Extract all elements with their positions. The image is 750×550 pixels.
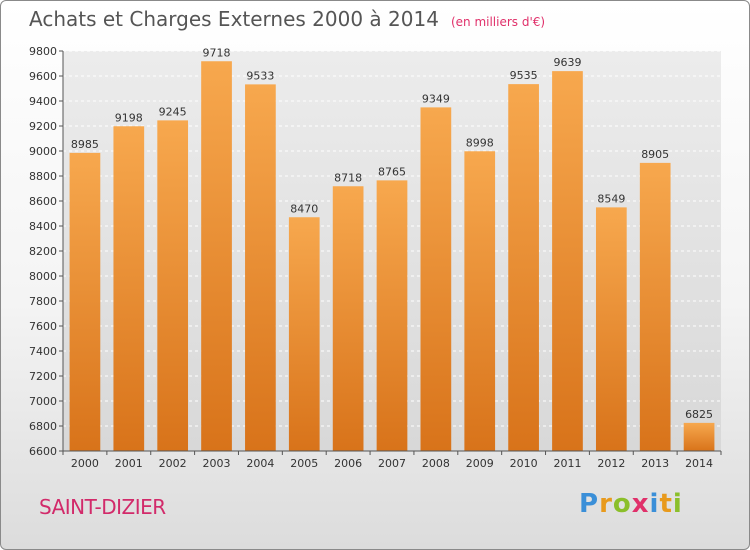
bar-value-label: 9198 bbox=[115, 111, 143, 124]
bar-value-label: 8549 bbox=[597, 192, 625, 205]
y-tick-label: 8000 bbox=[29, 270, 57, 283]
y-tick-label: 8600 bbox=[29, 195, 57, 208]
bar-value-label: 9245 bbox=[159, 105, 187, 118]
x-tick-label: 2007 bbox=[378, 457, 406, 470]
bar bbox=[595, 207, 627, 451]
y-tick-label: 9200 bbox=[29, 120, 57, 133]
bar bbox=[420, 107, 452, 451]
bar-value-label: 8905 bbox=[641, 148, 669, 161]
y-tick-label: 9800 bbox=[29, 45, 57, 58]
x-axis: 2000 2001 2002 2003 2004 2005 2006 2007 2008 2009… bbox=[62, 451, 722, 470]
y-axis: 6600 6800 7000 7200 7400 7600 7800 8000 8200 8400… bbox=[29, 45, 63, 458]
bar bbox=[69, 152, 101, 451]
y-tick-label: 8800 bbox=[29, 170, 57, 183]
bar-value-label: 9349 bbox=[422, 92, 450, 105]
y-tick-label: 6600 bbox=[29, 445, 57, 458]
bar bbox=[683, 422, 715, 451]
bar bbox=[464, 151, 496, 451]
bar-value-label: 9533 bbox=[246, 69, 274, 82]
bar bbox=[332, 186, 364, 451]
x-tick-label: 2008 bbox=[422, 457, 450, 470]
x-tick-label: 2004 bbox=[246, 457, 274, 470]
bar bbox=[245, 84, 276, 451]
y-tick-label: 9400 bbox=[29, 95, 57, 108]
chart-subtitle: (en milliers d'€) bbox=[450, 15, 546, 29]
y-tick-label: 7600 bbox=[29, 320, 57, 333]
x-tick-label: 2002 bbox=[159, 457, 187, 470]
x-tick-label: 2000 bbox=[71, 457, 99, 470]
x-tick-label: 2005 bbox=[290, 457, 318, 470]
bar bbox=[157, 120, 189, 451]
bar-value-label: 8718 bbox=[334, 171, 362, 184]
bar bbox=[508, 84, 539, 451]
bar-value-label: 8470 bbox=[290, 202, 318, 215]
x-tick-label: 2010 bbox=[510, 457, 538, 470]
x-tick-label: 2006 bbox=[334, 457, 362, 470]
y-tick-label: 7000 bbox=[29, 395, 57, 408]
y-tick-label: 8200 bbox=[29, 245, 57, 258]
y-tick-label: 9600 bbox=[29, 70, 57, 83]
title-row: Achats et Charges Externes 2000 à 2014 (e… bbox=[29, 7, 545, 31]
bar bbox=[113, 126, 145, 451]
x-tick-label: 2003 bbox=[203, 457, 231, 470]
bar-series bbox=[69, 61, 715, 451]
y-tick-label: 7200 bbox=[29, 370, 57, 383]
y-tick-label: 9000 bbox=[29, 145, 57, 158]
bar bbox=[376, 180, 408, 451]
bar-value-label: 8998 bbox=[466, 136, 494, 149]
bar-value-label: 8765 bbox=[378, 165, 406, 178]
chart-title: Achats et Charges Externes 2000 à 2014 bbox=[29, 7, 439, 31]
x-tick-label: 2001 bbox=[115, 457, 143, 470]
bar-value-label: 9639 bbox=[553, 56, 581, 69]
x-tick-label: 2014 bbox=[685, 457, 713, 470]
y-tick-label: 7800 bbox=[29, 295, 57, 308]
bar bbox=[552, 71, 583, 451]
x-tick-label: 2013 bbox=[641, 457, 669, 470]
city-name: SAINT-DIZIER bbox=[39, 495, 166, 519]
bar bbox=[288, 217, 320, 451]
y-tick-label: 7400 bbox=[29, 345, 57, 358]
x-tick-label: 2009 bbox=[466, 457, 494, 470]
bar-value-label: 9535 bbox=[510, 69, 538, 82]
x-tick-label: 2012 bbox=[597, 457, 625, 470]
bar-value-labels: 8985 9198 9245 9718 9533 8470 8718 8765 9349 8998… bbox=[71, 46, 713, 421]
bar-value-label: 8985 bbox=[71, 138, 99, 151]
bar bbox=[201, 61, 232, 451]
bar-value-label: 9718 bbox=[203, 46, 231, 59]
x-tick-label: 2011 bbox=[553, 457, 581, 470]
y-tick-label: 6800 bbox=[29, 420, 57, 433]
bar-value-label: 6825 bbox=[685, 408, 713, 421]
y-tick-label: 8400 bbox=[29, 220, 57, 233]
proxiti-logo: Proxiti bbox=[579, 489, 683, 519]
bar bbox=[639, 162, 671, 451]
